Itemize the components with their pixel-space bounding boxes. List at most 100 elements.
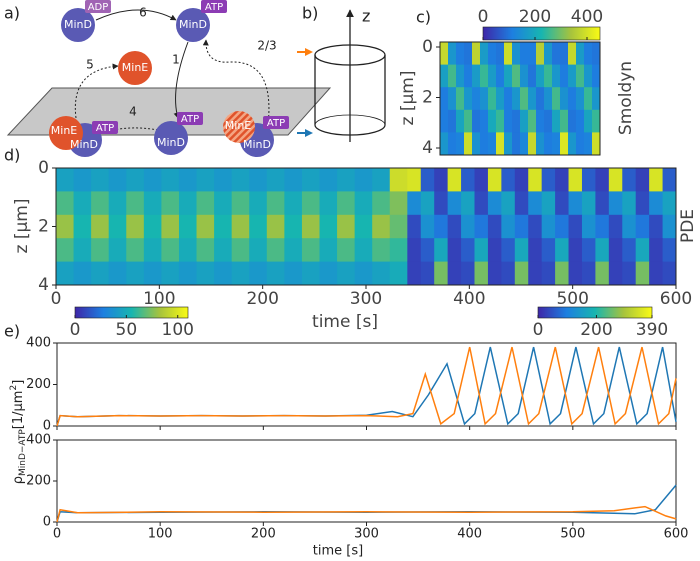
step-label: 1: [172, 53, 180, 67]
heatmap-cell: [73, 214, 92, 239]
x-tick-label: 600: [660, 289, 692, 309]
heatmap-cell: [595, 168, 610, 192]
arrow: [95, 9, 177, 21]
heatmap-cell: [501, 191, 516, 216]
tag-box: [85, 0, 111, 13]
y-axis-label-part: MinD−ATP: [18, 429, 28, 476]
heatmap-cell: [552, 42, 561, 66]
x-tick-label: 600: [664, 527, 689, 542]
heatmap-cell: [635, 261, 650, 286]
heatmap-cell: [337, 261, 356, 286]
heatmap-cell: [440, 132, 449, 156]
heatmap-cell: [73, 261, 92, 286]
heatmap-cell: [301, 261, 320, 286]
heatmap-cell: [389, 191, 408, 216]
heatmap-cell: [434, 191, 449, 216]
step-label: 6: [139, 6, 147, 20]
heatmap-cell: [456, 42, 465, 66]
heatmap-cell: [231, 261, 250, 286]
heatmap-cell: [635, 238, 650, 263]
heatmap-cell: [480, 87, 489, 111]
heatmap-cell: [461, 214, 475, 239]
heatmap-cell: [389, 214, 408, 239]
heatmap-cell: [284, 168, 303, 192]
molecule-label: MinD: [64, 18, 92, 31]
x-tick-label: 0: [51, 289, 62, 309]
heatmap-cell: [126, 238, 145, 263]
heatmap-cell: [354, 238, 373, 263]
heatmap-cell: [541, 214, 556, 239]
x-tick-label: 0: [53, 527, 61, 542]
heatmap-cell: [91, 238, 110, 263]
y-tick-label: 400: [26, 433, 51, 448]
heatmap-cell: [649, 238, 664, 263]
heatmap-cell: [472, 132, 481, 156]
heatmap-cell: [504, 64, 513, 88]
heatmap-cell: [512, 64, 521, 88]
heatmap-cell: [608, 238, 623, 263]
heatmap-cell: [501, 168, 516, 192]
heatmap-cell: [91, 168, 110, 192]
y-axis-label-part: [1/μm: [11, 391, 26, 430]
y-tick-label: 400: [26, 336, 51, 351]
heatmap-cell: [447, 238, 462, 263]
heatmap-cell: [536, 42, 545, 66]
heatmap-cell: [434, 168, 449, 192]
heatmap-cell: [337, 238, 356, 263]
y-axis-label-part: ]: [11, 380, 26, 385]
heatmap-cell: [576, 64, 585, 88]
heatmap-cell: [520, 42, 529, 66]
heatmap-cell: [464, 109, 473, 133]
heatmap-cell: [649, 214, 664, 239]
heatmap-cell: [576, 87, 585, 111]
heatmap-cell: [592, 42, 601, 66]
heatmap-cell: [284, 191, 303, 216]
y-tick-label: 4: [38, 275, 49, 295]
heatmap-cell: [496, 42, 505, 66]
heatmap-cell: [440, 42, 449, 66]
heatmap-cell: [595, 261, 610, 286]
colorbar: [482, 26, 601, 41]
heatmap-cell: [520, 109, 529, 133]
heatmap-cell: [196, 261, 215, 286]
line-series: [56, 346, 677, 427]
heatmap-cell: [301, 214, 320, 239]
heatmap-cell: [520, 132, 529, 156]
heatmap-cell: [552, 87, 561, 111]
x-tick-label: 400: [457, 527, 482, 542]
heatmap-cell: [440, 109, 449, 133]
heatmap-cell: [420, 238, 435, 263]
colorbar: [537, 306, 653, 319]
heatmap-cell: [464, 42, 473, 66]
heatmap-cell: [581, 261, 596, 286]
heatmap-cell: [504, 87, 513, 111]
y-tick-label: 0: [43, 515, 51, 530]
colorbar: [74, 306, 189, 319]
plot-frame: [439, 41, 601, 156]
heatmap-cell: [249, 191, 268, 216]
heatmap-cell: [480, 64, 489, 88]
heatmap-cell: [528, 109, 537, 133]
x-tick-label: 300: [354, 527, 379, 542]
x-tick-label: 200: [246, 289, 278, 309]
heatmap-cell: [372, 191, 391, 216]
heatmap-cell: [301, 238, 320, 263]
y-tick-label: 200: [26, 474, 51, 489]
heatmap-cell: [249, 261, 268, 286]
heatmap-cell: [622, 214, 637, 239]
heatmap-cell: [622, 168, 637, 192]
heatmap-cell: [584, 64, 593, 88]
heatmap-cell: [480, 42, 489, 66]
heatmap-cell: [581, 238, 596, 263]
y-axis-label: z [μm]: [12, 199, 32, 254]
heatmap-cell: [319, 214, 338, 239]
heatmap-cell: [461, 168, 475, 192]
mine: [49, 116, 83, 150]
heatmap-cell: [528, 168, 543, 192]
step-label: 4: [129, 105, 137, 119]
heatmap-cell: [420, 214, 435, 239]
heatmap-cell: [474, 214, 489, 239]
heatmap-cell: [635, 214, 650, 239]
heatmap-cell: [568, 261, 583, 286]
heatmap-cell: [108, 168, 127, 192]
